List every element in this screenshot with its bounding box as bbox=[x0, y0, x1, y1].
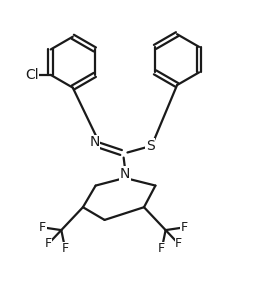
Text: N: N bbox=[89, 135, 100, 149]
Text: F: F bbox=[39, 221, 46, 234]
Text: F: F bbox=[175, 238, 182, 250]
Text: F: F bbox=[158, 242, 165, 255]
Text: S: S bbox=[146, 139, 155, 153]
Text: N: N bbox=[120, 167, 130, 181]
Text: Cl: Cl bbox=[25, 68, 38, 82]
Text: F: F bbox=[62, 242, 69, 255]
Text: F: F bbox=[181, 221, 188, 234]
Text: F: F bbox=[45, 238, 52, 250]
